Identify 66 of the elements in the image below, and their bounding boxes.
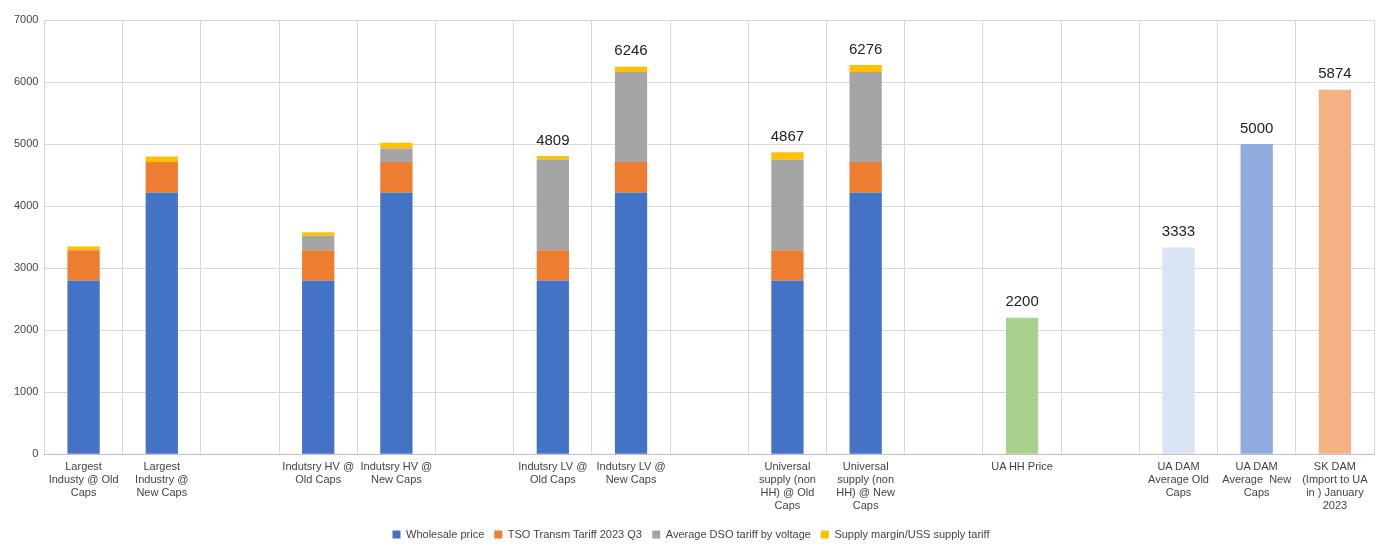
x-tick-label: Indutsry LV @ Old Caps [518, 459, 588, 486]
bar [1318, 89, 1352, 454]
y-tick-label: 6000 [13, 75, 39, 88]
total-label: 4867 [770, 126, 805, 144]
total-label: 6276 [848, 39, 883, 57]
bar [536, 280, 569, 454]
bar [771, 280, 804, 454]
bar [614, 162, 648, 193]
bar [380, 148, 413, 163]
bar [614, 66, 648, 73]
x-tick-label: UA DAM Average New Caps [1222, 459, 1292, 499]
bar [302, 235, 335, 251]
bar [536, 250, 569, 281]
bar [849, 192, 882, 454]
y-tick-label: 2000 [13, 323, 39, 336]
y-tick-label: 5000 [13, 137, 39, 150]
bar [145, 162, 178, 193]
bar [849, 72, 882, 163]
bar [1240, 144, 1273, 454]
bar [614, 192, 648, 454]
data-label: 3333 [1161, 222, 1196, 240]
y-tick-label: 7000 [13, 13, 39, 26]
y-tick-label: 3000 [13, 261, 39, 274]
x-tick-label: Largest Industy @ Old Caps [48, 459, 119, 499]
x-tick-label: Universal supply (non HH) @ Old Caps [759, 459, 816, 512]
bar [771, 159, 804, 251]
data-label: 5000 [1240, 118, 1274, 136]
total-label: 4809 [536, 130, 570, 148]
bar [380, 192, 413, 454]
x-tick-label: SK DAM (Import to UA in ) January 2023 [1302, 459, 1369, 512]
x-tick-label: Universal supply (non HH) @ New Caps [836, 459, 896, 512]
bar [145, 192, 178, 454]
legend-label: TSO Transm Tariff 2023 Q3 [507, 527, 642, 540]
data-label: 2200 [1005, 292, 1039, 310]
bar [67, 280, 100, 454]
bar [849, 64, 882, 73]
bar [302, 232, 335, 236]
y-tick-label: 4000 [13, 199, 39, 212]
bar [145, 156, 178, 163]
bar [771, 152, 804, 160]
legend-label: Supply margin/USS supply tariff [834, 527, 991, 540]
x-tick-label: Indutsry HV @ New Caps [360, 459, 433, 486]
bar [771, 250, 804, 281]
bar [614, 72, 648, 163]
x-tick-label: UA HH Price [991, 459, 1053, 472]
y-tick-label: 0 [32, 447, 39, 460]
x-tick-label: Indutsry HV @ Old Caps [282, 459, 355, 486]
bar [536, 155, 569, 160]
x-tick-label: Indutsry LV @ New Caps [596, 459, 666, 486]
bar [849, 162, 882, 193]
bar [67, 246, 100, 251]
bar [380, 162, 413, 193]
bar [67, 250, 100, 281]
bar [302, 250, 335, 281]
bar [536, 159, 569, 251]
legend-label: Average DSO tariff by voltage [665, 527, 811, 540]
bar [302, 280, 335, 454]
total-label: 6246 [614, 41, 648, 59]
bar [1162, 247, 1195, 454]
data-label: 5874 [1318, 64, 1352, 82]
x-tick-label: UA DAM Average Old Caps [1148, 459, 1209, 499]
legend-label: Wholesale price [406, 527, 485, 540]
y-tick-label: 1000 [13, 385, 39, 398]
bar [380, 142, 413, 149]
x-tick-label: Largest Industry @ New Caps [135, 459, 189, 499]
bar [1005, 317, 1039, 454]
